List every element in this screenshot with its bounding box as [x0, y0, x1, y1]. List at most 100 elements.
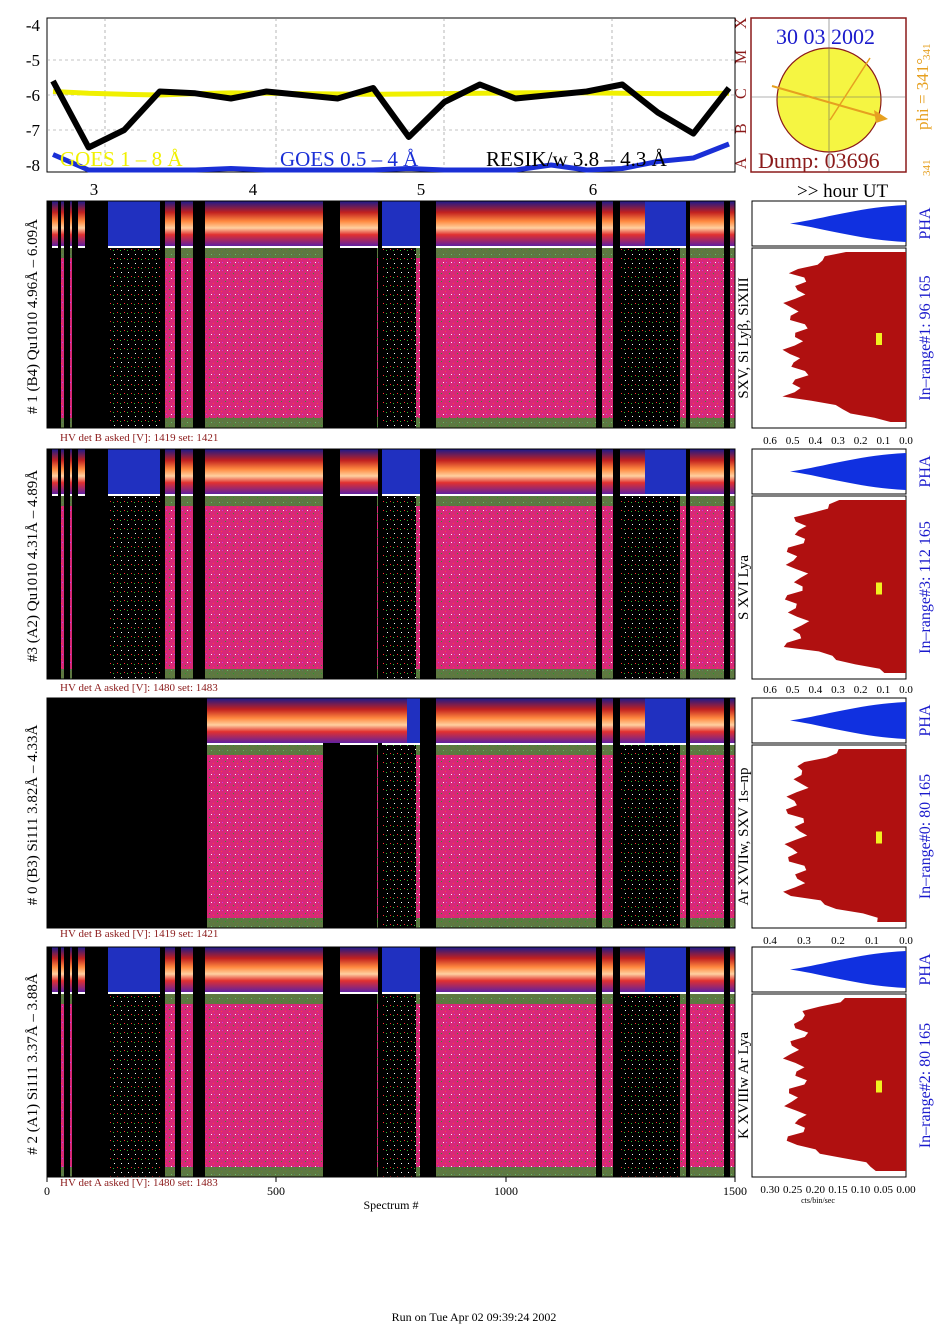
legend-goes-short: GOES 0.5 – 4 Å: [280, 147, 419, 171]
sparse-count-region: [620, 496, 680, 679]
data-gap-column: [193, 449, 205, 679]
histogram-tick-label: 0.25: [783, 1184, 803, 1196]
in-range-histogram: [782, 252, 906, 422]
band-blue-segment: [108, 449, 160, 494]
histogram-unit: cts/bin/sec: [801, 1196, 835, 1205]
data-gap-column: [47, 947, 52, 1177]
detector-frame: [46, 946, 736, 1178]
histogram-tick-label: 0.30: [760, 1184, 780, 1196]
legend-resik: RESIK/w 3.8 – 4.3 Å: [486, 147, 668, 171]
sparse-count-region: [620, 745, 680, 928]
goes-y-tick-label: -4: [26, 16, 41, 35]
hv-status: HV det B asked [V]: 1419 set: 1421: [60, 928, 218, 940]
line-identification-label: SXV, Si Lyβ, SiXIII: [736, 277, 752, 398]
histogram-tick-label: 0.20: [806, 1184, 826, 1196]
data-gap-column: [64, 947, 70, 1177]
line-identification-label: K XVIIIw Ar Lya: [736, 1032, 752, 1139]
phi-angle: phi = 341°: [913, 58, 932, 130]
sparse-count-region: [108, 496, 160, 679]
dump-number: Dump: 03696: [758, 148, 880, 173]
spectral-band-strip: [436, 698, 586, 743]
histogram-tick-label: 0.0: [899, 435, 913, 447]
data-gap-column: [47, 698, 207, 928]
goes-class-letter: X: [733, 17, 750, 29]
sparse-count-region: [380, 248, 416, 428]
data-gap-column: [613, 947, 620, 1177]
data-gap-column: [193, 947, 205, 1177]
legend-goes-long: GOES 1 – 8 Å: [60, 147, 183, 171]
histogram-tick-label: 0.1: [876, 435, 890, 447]
data-gap-column: [175, 947, 181, 1177]
band-blue-segment: [380, 201, 420, 246]
sparse-count-region: [380, 745, 416, 928]
data-gap-column: [47, 449, 52, 679]
histogram-tick-label: 0.3: [797, 935, 811, 947]
histogram-tick-label: 0.2: [854, 435, 868, 447]
phi-small-label: 341: [921, 160, 933, 177]
hour-tick-label: 3: [90, 180, 99, 199]
goes-y-tick-label: -8: [26, 156, 40, 175]
band-blue-segment: [645, 449, 686, 494]
data-gap-column: [724, 449, 730, 679]
in-range-label: In–range#3: 112 165: [917, 521, 934, 654]
data-gap-column: [160, 947, 165, 1177]
in-range-histogram: [783, 500, 906, 673]
data-gap-column: [724, 698, 730, 928]
goes-class-letters: A B C M X: [733, 17, 750, 169]
detector-frame: [46, 697, 736, 929]
histogram-tick-label: 0.4: [763, 935, 777, 947]
range-marker: [876, 333, 882, 345]
detector-block-d0: # 0 (B3) Si111 3.82Å – 4.33Å HV det B ask…: [25, 697, 934, 956]
data-gap-column: [335, 745, 377, 928]
sparse-count-region: [108, 248, 160, 428]
data-gap-column: [686, 449, 690, 679]
goes-lightcurve-panel: -4 -5 -6 -7 -8 A B C M X GOES 1 – 8 Å GOES 0.5 –…: [26, 16, 889, 202]
pha-label: PHA: [917, 704, 934, 736]
data-gap-column: [686, 201, 690, 428]
data-gap-column: [378, 449, 382, 679]
sparse-count-region: [620, 994, 680, 1177]
detector-frame: [46, 448, 736, 680]
band-blue-segment: [380, 449, 420, 494]
histogram-tick-label: 0.3: [831, 684, 845, 696]
band-blue-segment: [108, 201, 160, 246]
in-range-histogram: [783, 749, 906, 922]
data-gap-column: [48, 496, 58, 679]
run-footer: Run on Tue Apr 02 09:39:24 2002: [392, 1310, 557, 1324]
data-gap-column: [175, 449, 181, 679]
data-gap-column: [48, 248, 58, 428]
data-gap-column: [335, 496, 377, 679]
data-gap-column: [378, 698, 382, 928]
data-gap-column: [160, 449, 165, 679]
band-blue-segment: [380, 947, 420, 992]
detector-frame: [46, 200, 736, 429]
data-gap-column: [724, 947, 730, 1177]
x-tick-label: 1500: [723, 1184, 747, 1198]
data-gap-column: [686, 947, 690, 1177]
histogram-tick-label: 0.10: [851, 1184, 871, 1196]
detector-panels: # 1 (B4) Qu1010 4.96Å – 6.09Å HV det B as…: [25, 200, 934, 1205]
phi-direction-arrow: [771, 85, 885, 119]
hv-status: HV det A asked [V]: 1480 set: 1483: [60, 682, 218, 694]
pha-label: PHA: [917, 207, 934, 239]
goes-class-letter: M: [733, 50, 750, 64]
histogram-tick-label: 0.00: [896, 1184, 916, 1196]
hour-ut-label: >> hour UT: [797, 181, 888, 202]
histogram-tick-label: 0.1: [876, 684, 890, 696]
histogram-tick-label: 0.15: [828, 1184, 848, 1196]
line-identification-label: S XVI Lya: [736, 555, 752, 620]
spectrum-x-axis: 0 500 1000 1500: [44, 1177, 747, 1198]
histogram-tick-label: 0.4: [808, 684, 822, 696]
sparse-count-region: [380, 496, 416, 679]
histogram-tick-label: 0.6: [763, 684, 777, 696]
range-marker: [876, 831, 882, 844]
phi-arrow-head: [874, 110, 888, 123]
x-axis-title: Spectrum #: [364, 1198, 419, 1212]
data-gap-column: [47, 201, 52, 428]
data-gap-column: [613, 201, 620, 428]
pha-distribution: [790, 702, 906, 739]
detector-block-d3: #3 (A2) Qu1010 4.31Å – 4.89Å HV det A ask…: [25, 448, 934, 706]
hour-tick-labels: 3 4 5 6: [90, 180, 598, 199]
phi-sub-label: 341: [921, 44, 933, 61]
data-gap-column: [596, 201, 602, 428]
